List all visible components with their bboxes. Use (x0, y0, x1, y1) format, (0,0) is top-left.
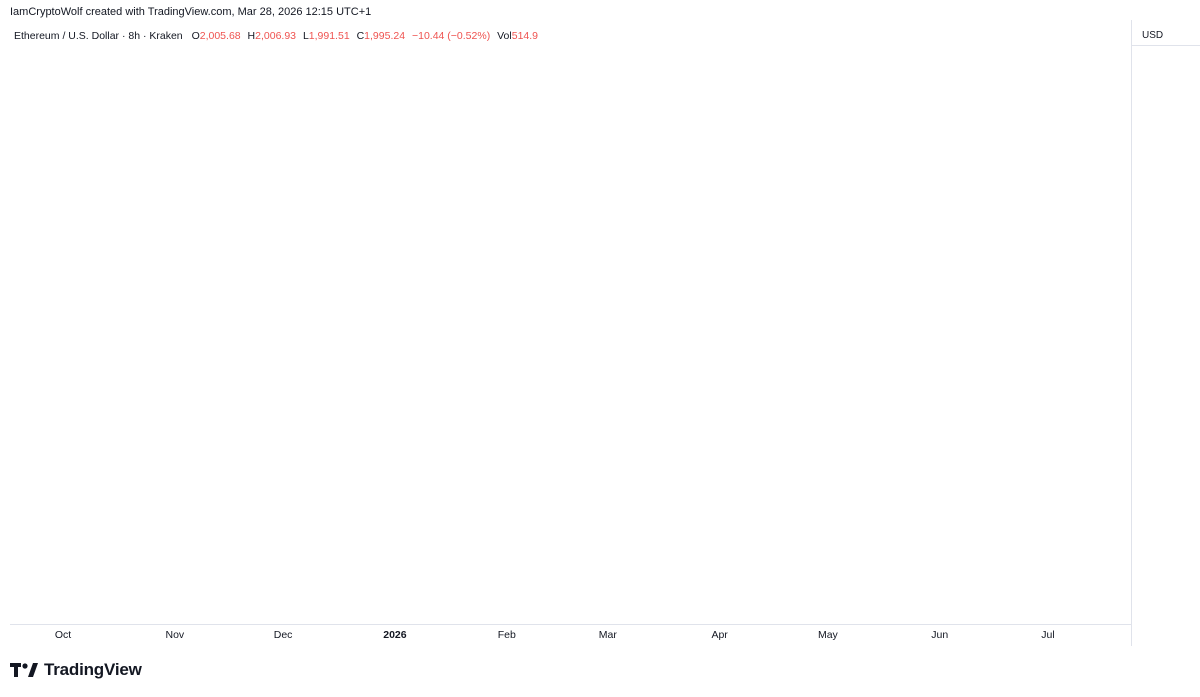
x-tick-label: Nov (166, 629, 185, 641)
price-axis-top-border (1131, 45, 1200, 46)
volume-label: Vol (497, 30, 512, 42)
x-tick-label: Jun (931, 629, 948, 641)
open-value: 2,005.68 (199, 30, 241, 42)
tradingview-wordmark: TradingView (44, 660, 142, 679)
high-label: H (247, 30, 256, 42)
volume-value: 514.9 (511, 30, 539, 42)
low-label: L (302, 30, 309, 42)
x-tick-label: 2026 (383, 629, 407, 641)
currency-label[interactable]: USD (1142, 30, 1164, 41)
chart-credit: IamCryptoWolf created with TradingView.c… (10, 6, 372, 18)
tradingview-logo-icon (10, 663, 38, 677)
x-tick-label: May (818, 629, 839, 641)
close-value: 1,995.24 (364, 30, 406, 42)
symbol-legend: Ethereum / U.S. Dollar · 8h · Kraken O2,… (14, 30, 542, 42)
close-label: C (356, 30, 365, 42)
open-label: O (191, 30, 200, 42)
tradingview-brand: TradingView (10, 660, 142, 680)
x-tick-label: Jul (1041, 629, 1054, 641)
x-tick-label: Apr (711, 629, 728, 641)
x-tick-label: Mar (599, 629, 618, 641)
x-tick-label: Dec (274, 629, 293, 641)
price-axis-border (1131, 20, 1132, 646)
high-value: 2,006.93 (255, 30, 297, 42)
x-tick-label: Oct (55, 629, 71, 641)
time-axis-border (10, 624, 1131, 625)
symbol-name: Ethereum / U.S. Dollar · 8h · Kraken (14, 30, 183, 42)
low-value: 1,991.51 (308, 30, 350, 42)
x-tick-label: Feb (498, 629, 516, 641)
change-value: −10.44 (−0.52%) (411, 30, 491, 42)
